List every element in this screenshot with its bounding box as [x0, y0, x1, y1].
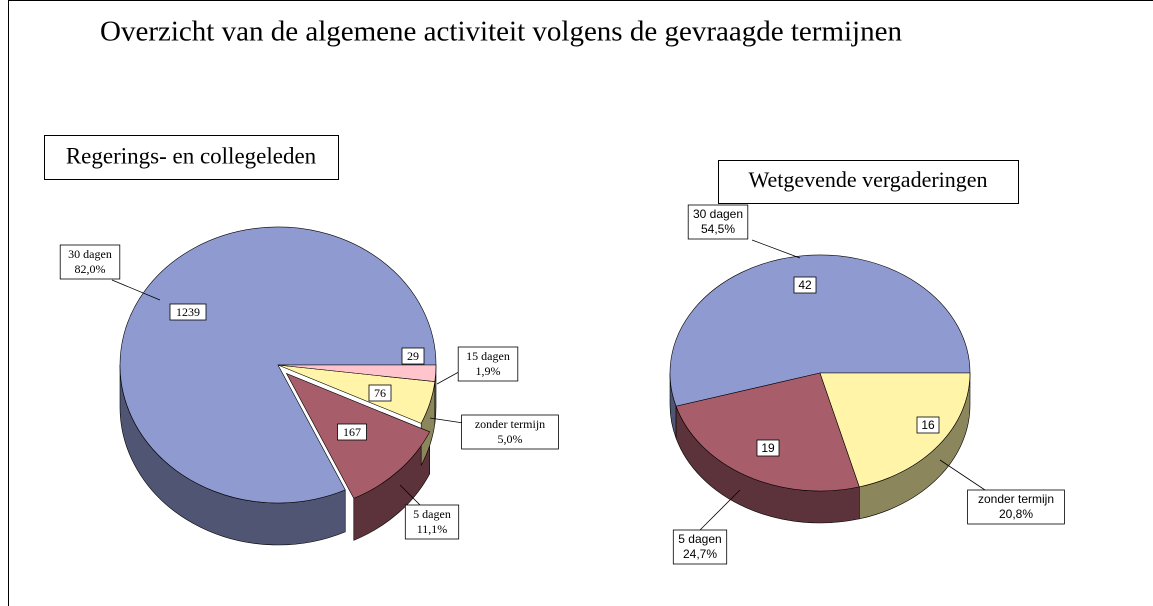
- leader-line: [111, 279, 161, 301]
- callout-box: [404, 504, 460, 540]
- chart-title-box: [44, 135, 339, 180]
- value-label-box: [368, 384, 392, 402]
- chart-title: Wetgevende vergaderingen: [748, 167, 987, 192]
- value-label: 19: [761, 441, 775, 455]
- slice: [669, 254, 971, 407]
- callout-box: [461, 414, 559, 450]
- page-title: Overzicht van de algemene activiteit vol…: [100, 16, 902, 48]
- percent-label: 24,7%: [683, 547, 717, 561]
- leader-line: [699, 489, 741, 531]
- value-label: 76: [374, 386, 386, 400]
- percent-label: 5,0%: [498, 432, 523, 446]
- value-label-box: [756, 439, 780, 457]
- category-label: 15 dagen: [466, 349, 510, 363]
- category-label: 5 dagen: [413, 507, 451, 521]
- percent-label: 1,9%: [476, 364, 501, 378]
- callout-box: [457, 346, 519, 382]
- category-label: 5 dagen: [678, 532, 721, 546]
- value-label: 29: [407, 349, 419, 363]
- value-label: 1239: [176, 305, 200, 319]
- slice: [675, 372, 860, 492]
- slice: [277, 364, 437, 382]
- chart-title-box: [718, 160, 1019, 204]
- percent-label: 11,1%: [417, 522, 448, 536]
- value-label: 42: [798, 278, 812, 292]
- leader-line: [751, 239, 801, 259]
- value-label-box: [169, 303, 207, 321]
- chart-title: Regerings- en collegeleden: [66, 143, 317, 168]
- callout-box: [59, 244, 121, 280]
- leader-line: [939, 459, 986, 491]
- percent-label: 82,0%: [75, 262, 106, 276]
- value-label: 16: [921, 418, 935, 432]
- percent-label: 54,5%: [701, 222, 735, 236]
- value-label-box: [401, 347, 425, 365]
- percent-label: 20,8%: [999, 507, 1033, 521]
- category-label: 30 dagen: [693, 207, 743, 221]
- callout-box: [687, 204, 749, 240]
- callout-box: [672, 529, 728, 565]
- category-label: 30 dagen: [68, 247, 112, 261]
- callout-box: [967, 489, 1065, 525]
- frame: [8, 0, 1153, 606]
- slice: [819, 372, 971, 488]
- category-label: zonder termijn: [978, 492, 1054, 506]
- value-label-box: [337, 423, 367, 441]
- value-label-box: [793, 276, 817, 294]
- value-label-box: [916, 416, 940, 434]
- value-label: 167: [343, 425, 361, 439]
- category-label: zonder termijn: [475, 417, 545, 431]
